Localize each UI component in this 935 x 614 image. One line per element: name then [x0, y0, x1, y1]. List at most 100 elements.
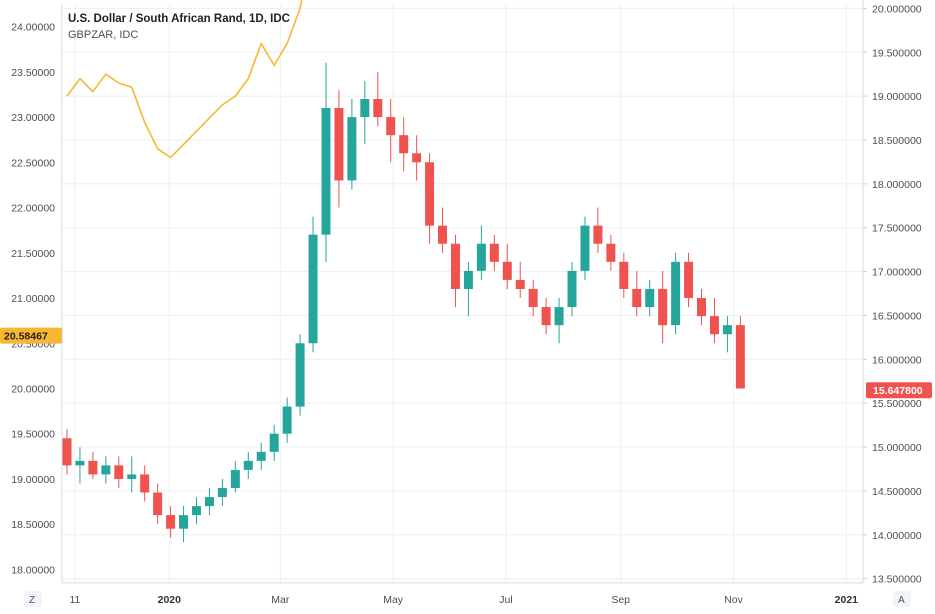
candle-body	[127, 474, 137, 479]
left-current-value-badge: 20.58467	[0, 327, 62, 344]
candle	[153, 483, 163, 525]
candle-body	[580, 225, 590, 271]
left-axis-tick-label: 23.00000	[11, 112, 55, 124]
right-axis-tick-label: 17.000000	[872, 267, 922, 279]
candle-body	[153, 492, 163, 516]
chart-title: U.S. Dollar / South African Rand, 1D, ID…	[68, 13, 290, 25]
candle-body	[347, 117, 357, 181]
candle-body	[269, 433, 279, 452]
candle-body	[438, 225, 448, 244]
candle-body	[567, 270, 577, 308]
right-axis-tick-label: 16.500000	[872, 310, 922, 322]
x-axis-tick-label: 2020	[158, 594, 182, 606]
left-axis-tick-label: 18.50000	[11, 519, 55, 531]
candle	[127, 456, 137, 493]
candle-body	[671, 261, 681, 326]
right-axis-tick-label: 16.000000	[872, 354, 922, 366]
usdzar-line-series	[66, 0, 303, 159]
left-axis-tick-label: 22.00000	[11, 203, 55, 215]
right-axis-tick-label: 19.000000	[872, 91, 922, 103]
candle	[515, 261, 525, 299]
candle-body	[230, 469, 240, 489]
right-axis-tick-label: 15.500000	[872, 398, 922, 410]
auto-scale-button[interactable]: A	[893, 591, 911, 607]
left-axis-tick-label: 23.50000	[11, 67, 55, 79]
candle	[166, 506, 176, 538]
candle	[399, 117, 409, 172]
candle-body	[386, 117, 396, 136]
candle	[75, 447, 85, 484]
right-axis-tick-label: 13.500000	[872, 574, 922, 586]
right-axis-tick-label: 15.000000	[872, 442, 922, 454]
x-axis-tick-labels: 11 2020 Mar May Jul Sep Nov 2021	[69, 594, 858, 606]
timezone-toggle-button[interactable]: Z	[24, 591, 42, 607]
x-axis-tick-label: Nov	[724, 594, 743, 606]
candle	[243, 451, 253, 479]
candle-body	[360, 98, 370, 118]
candle	[580, 216, 590, 280]
candle-body	[204, 497, 214, 507]
right-axis-tick-label: 18.500000	[872, 135, 922, 147]
left-axis-tick-label: 19.50000	[11, 429, 55, 441]
candle-body	[632, 288, 642, 308]
candle-body	[191, 506, 201, 516]
candle-body	[101, 465, 111, 475]
x-axis-tick-label: 2021	[835, 594, 859, 606]
candle-body	[308, 234, 318, 344]
candle	[619, 252, 629, 299]
candle-body	[399, 135, 409, 154]
candle	[101, 456, 111, 484]
candle	[308, 216, 318, 353]
candle-body	[463, 270, 473, 289]
candle-body	[217, 488, 227, 498]
candle-body	[619, 261, 629, 289]
candle-body	[114, 465, 124, 479]
candle-body	[515, 279, 525, 289]
svg-text:A: A	[898, 595, 905, 606]
candle	[658, 270, 668, 344]
left-axis-tick-label: 20.00000	[11, 383, 55, 395]
candle-body	[334, 108, 344, 181]
x-axis-tick-label: 11	[69, 594, 80, 606]
candle	[412, 135, 422, 181]
candle-body	[645, 288, 655, 308]
candle-body	[179, 515, 189, 529]
candle	[709, 298, 719, 344]
candle-body	[709, 316, 719, 335]
candle-body	[554, 307, 564, 326]
candle-body	[593, 225, 603, 244]
x-axis-tick-label: Sep	[611, 594, 630, 606]
candle	[62, 429, 72, 475]
candle	[295, 334, 305, 416]
candle	[671, 252, 681, 335]
candle	[502, 243, 512, 289]
candle-body	[528, 288, 538, 308]
candle	[645, 279, 655, 317]
candle	[735, 316, 745, 389]
x-axis-tick-label: Jul	[499, 594, 512, 606]
candle-body	[243, 460, 253, 470]
candle	[567, 261, 577, 317]
candle-body	[735, 325, 745, 389]
candle	[632, 270, 642, 317]
candle	[88, 451, 98, 479]
right-axis-tick-label: 17.500000	[872, 223, 922, 235]
candle	[606, 234, 616, 271]
candle	[114, 456, 124, 489]
candle-body	[684, 261, 694, 299]
candle	[204, 488, 214, 516]
candle	[541, 298, 551, 335]
chart-subtitle: GBPZAR, IDC	[68, 29, 138, 41]
candle-body	[88, 460, 98, 475]
candle	[269, 424, 279, 461]
candle	[191, 497, 201, 525]
left-axis-tick-label: 22.50000	[11, 157, 55, 169]
candle-body	[489, 243, 499, 262]
candle	[386, 98, 396, 163]
gbpzar-candles	[62, 62, 745, 543]
candle-body	[541, 307, 551, 326]
candle	[230, 460, 240, 493]
candle-body	[658, 288, 668, 326]
candle	[217, 478, 227, 507]
